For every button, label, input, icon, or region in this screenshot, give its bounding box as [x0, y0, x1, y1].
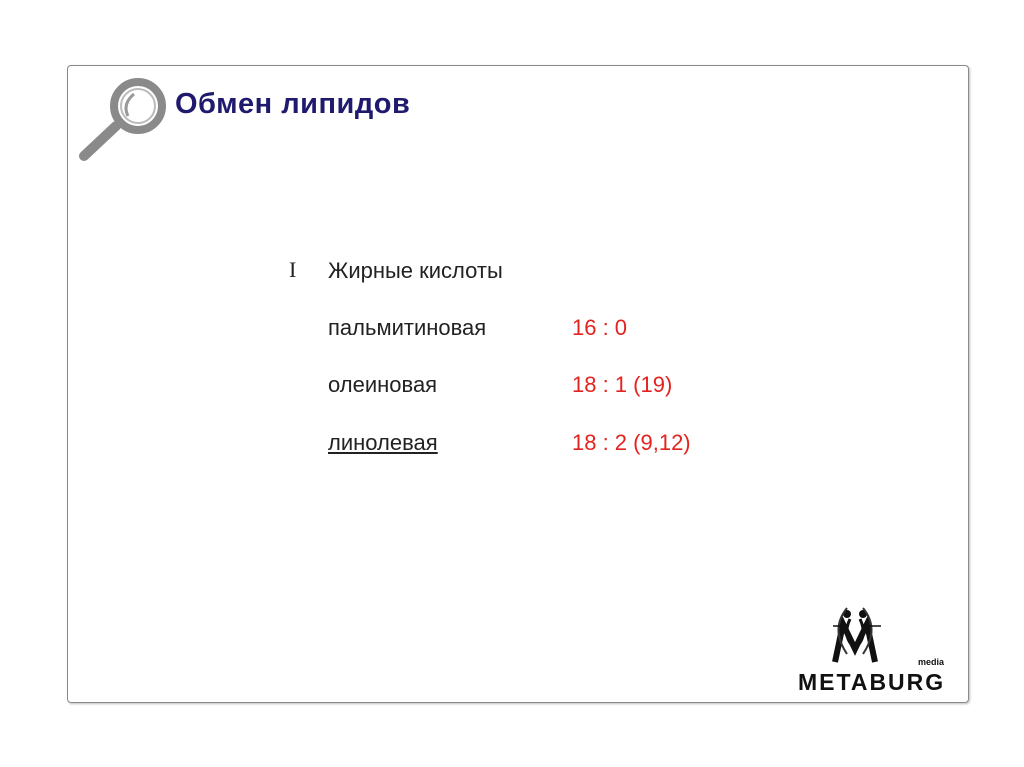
page-title: Обмен липидов	[175, 88, 411, 120]
magnifier-icon	[79, 78, 166, 161]
section-number: I	[289, 257, 297, 282]
logo-sub: media	[918, 657, 945, 667]
acid-name: линолевая	[328, 430, 438, 455]
metaburg-logo	[832, 607, 881, 663]
acid-name: олеиновая	[328, 372, 438, 397]
logo-text: METABURG	[798, 669, 946, 695]
acid-formula: 16 : 0	[572, 315, 628, 340]
section-heading: Жирные кислоты	[328, 258, 503, 283]
slide-frame	[67, 65, 969, 703]
acid-name: пальмитиновая	[328, 315, 487, 340]
acid-formula: 18 : 2 (9,12)	[572, 430, 691, 455]
acid-formula: 18 : 1 (19)	[572, 372, 673, 397]
